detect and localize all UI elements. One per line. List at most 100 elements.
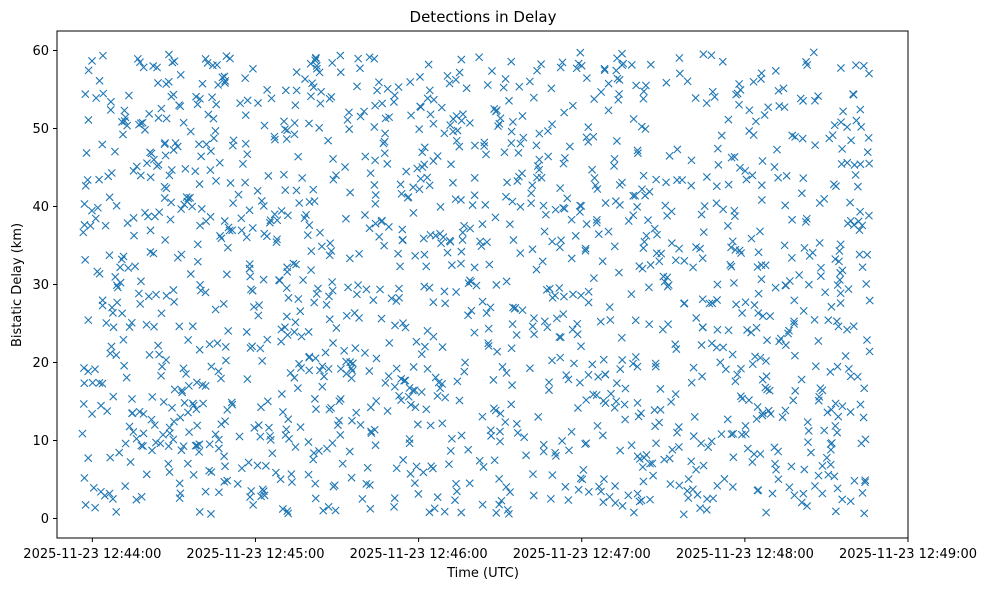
data-point [175,322,184,331]
data-point [591,181,600,190]
data-point [242,233,251,242]
data-point [718,57,727,66]
data-point [639,477,648,486]
data-point [575,207,584,216]
data-point [436,384,445,393]
data-point [732,300,741,309]
data-point [397,396,406,405]
data-point [856,400,865,409]
data-point [484,342,493,351]
data-point [306,92,315,101]
data-point [770,443,779,452]
data-point [768,489,777,498]
data-point [774,173,783,182]
data-point [405,383,414,392]
data-point [309,455,318,464]
data-point [439,233,448,242]
data-point [592,215,601,224]
data-point [375,232,384,241]
data-point [290,119,299,128]
data-point [371,101,380,110]
data-point [548,356,557,365]
data-point [193,441,201,450]
data-point [754,309,763,318]
data-point [314,446,323,455]
data-point [415,125,424,134]
data-point [726,260,735,269]
data-point [699,228,708,237]
data-point [600,66,609,75]
data-point [391,321,400,330]
data-point [216,231,225,240]
data-point [425,181,434,190]
data-point [287,478,296,487]
x-axis-label: Time (UTC) [446,566,519,581]
data-point [481,200,490,209]
data-point [491,213,500,222]
data-point [160,194,169,203]
data-point [723,415,732,424]
data-point [690,412,699,421]
data-point [814,92,823,101]
data-point [458,236,467,245]
data-point [107,342,116,351]
data-point [822,453,831,462]
data-point [447,160,455,169]
data-point [639,87,648,96]
data-point [762,357,771,365]
data-point [515,82,524,91]
data-point [108,494,117,503]
data-point [169,435,178,444]
data-point [592,218,601,227]
data-point [838,495,847,504]
data-point [88,409,97,418]
data-point [502,277,511,286]
data-point [389,97,398,106]
data-point [599,475,608,484]
data-point [856,207,865,216]
data-point [457,431,466,440]
data-point [263,85,272,94]
data-point [470,191,479,200]
data-point [347,473,356,482]
data-point [615,89,624,98]
data-point [465,479,474,488]
data-point [815,238,824,247]
data-point [836,240,845,249]
data-point [520,433,529,442]
data-point [498,362,507,371]
data-point [422,262,431,271]
data-point [139,429,148,438]
data-point [344,283,353,292]
data-point [221,462,230,471]
data-point [662,78,671,87]
data-point [148,392,157,401]
data-point [738,309,747,318]
data-point [665,151,674,160]
data-point [305,221,314,230]
data-point [118,117,126,126]
data-point [618,355,627,364]
data-point [84,115,93,124]
data-point [299,276,308,284]
data-point [691,94,700,103]
data-point [771,283,780,292]
data-point [290,373,299,382]
data-point [606,389,615,398]
data-point [671,256,680,265]
data-point [430,504,439,513]
data-point [244,458,253,467]
data-point [146,148,155,157]
data-point [721,365,730,374]
data-point [164,459,173,468]
data-point [707,51,716,60]
data-point [504,96,513,105]
data-point [254,421,263,430]
data-point [316,99,325,108]
data-point [294,152,303,161]
data-point [802,57,811,66]
data-point [828,131,837,140]
data-point [660,277,669,286]
data-point [426,230,435,239]
